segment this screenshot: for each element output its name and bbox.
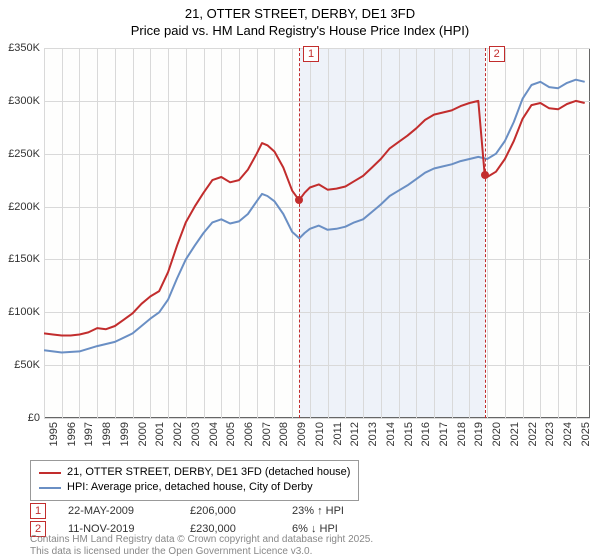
y-tick-label: £250K <box>8 148 40 160</box>
x-axis: 1995 1996 1997 1998 1999 2000 2001 2002 2003 2004… <box>44 418 590 458</box>
title-line2: Price paid vs. HM Land Registry's House … <box>0 23 600 40</box>
x-tick-label: 2001 <box>154 422 166 446</box>
title-line1: 21, OTTER STREET, DERBY, DE1 3FD <box>0 6 600 23</box>
sale-marker-dot <box>295 196 303 204</box>
series-hpi <box>44 80 585 353</box>
x-tick-label: 2017 <box>438 422 450 446</box>
x-tick-label: 1995 <box>48 422 60 446</box>
sale-row-marker: 1 <box>30 503 46 519</box>
x-tick-label: 2012 <box>349 422 361 446</box>
sale-row-date: 22-MAY-2009 <box>68 505 168 517</box>
sale-row: 1 22-MAY-2009 £206,000 23% ↑ HPI <box>30 502 382 520</box>
series-svg <box>44 48 590 418</box>
x-tick-label: 1999 <box>119 422 131 446</box>
x-tick-label: 1998 <box>101 422 113 446</box>
x-tick-label: 2016 <box>420 422 432 446</box>
x-tick-label: 2006 <box>243 422 255 446</box>
x-tick-label: 2004 <box>208 422 220 446</box>
x-tick-label: 2022 <box>527 422 539 446</box>
x-tick-label: 2018 <box>456 422 468 446</box>
y-tick-label: £300K <box>8 95 40 107</box>
sale-marker-label: 2 <box>489 46 505 62</box>
series-price_paid <box>44 101 585 336</box>
x-tick-label: 1996 <box>66 422 78 446</box>
sale-marker-label: 1 <box>303 46 319 62</box>
footer-attribution: Contains HM Land Registry data © Crown c… <box>30 534 373 558</box>
x-tick-label: 2021 <box>509 422 521 446</box>
y-tick-label: £50K <box>14 359 40 371</box>
sale-marker-dot <box>481 171 489 179</box>
x-tick-label: 2010 <box>314 422 326 446</box>
y-tick-label: £100K <box>8 306 40 318</box>
x-tick-label: 2025 <box>580 422 592 446</box>
y-tick-label: £0 <box>28 412 40 424</box>
y-tick-label: £350K <box>8 42 40 54</box>
footer-line1: Contains HM Land Registry data © Crown c… <box>30 534 373 546</box>
x-tick-label: 2024 <box>562 422 574 446</box>
x-tick-label: 2002 <box>172 422 184 446</box>
sale-marker-line <box>299 48 300 418</box>
x-tick-label: 2015 <box>403 422 415 446</box>
x-tick-label: 2008 <box>278 422 290 446</box>
x-tick-label: 2007 <box>261 422 273 446</box>
x-tick-label: 2020 <box>491 422 503 446</box>
x-tick-label: 1997 <box>83 422 95 446</box>
title-block: 21, OTTER STREET, DERBY, DE1 3FD Price p… <box>0 0 600 40</box>
plot-area: 12 <box>44 48 590 418</box>
chart-container: 21, OTTER STREET, DERBY, DE1 3FD Price p… <box>0 0 600 560</box>
x-tick-label: 2011 <box>332 422 344 446</box>
x-tick-label: 2023 <box>544 422 556 446</box>
y-tick-label: £150K <box>8 253 40 265</box>
sale-row-price: £206,000 <box>190 505 270 517</box>
sale-row-diff: 23% ↑ HPI <box>292 505 382 517</box>
x-tick-label: 2014 <box>385 422 397 446</box>
legend-text: 21, OTTER STREET, DERBY, DE1 3FD (detach… <box>67 465 350 480</box>
y-tick-label: £200K <box>8 201 40 213</box>
x-tick-label: 2003 <box>190 422 202 446</box>
legend-row: HPI: Average price, detached house, City… <box>39 480 350 495</box>
x-tick-label: 2019 <box>473 422 485 446</box>
legend-swatch <box>39 472 61 474</box>
footer-line2: This data is licensed under the Open Gov… <box>30 546 373 558</box>
sale-marker-line <box>485 48 486 418</box>
legend-text: HPI: Average price, detached house, City… <box>67 480 313 495</box>
legend-row: 21, OTTER STREET, DERBY, DE1 3FD (detach… <box>39 465 350 480</box>
x-tick-label: 2000 <box>137 422 149 446</box>
sales-table: 122-MAY-2009£206,00023% ↑ HPI211-NOV-201… <box>30 502 382 538</box>
x-tick-label: 2009 <box>296 422 308 446</box>
legend-swatch <box>39 487 61 489</box>
y-axis: £0£50K£100K£150K£200K£250K£300K£350K <box>0 48 44 418</box>
x-tick-label: 2005 <box>225 422 237 446</box>
x-tick-label: 2013 <box>367 422 379 446</box>
legend-box: 21, OTTER STREET, DERBY, DE1 3FD (detach… <box>30 460 359 501</box>
